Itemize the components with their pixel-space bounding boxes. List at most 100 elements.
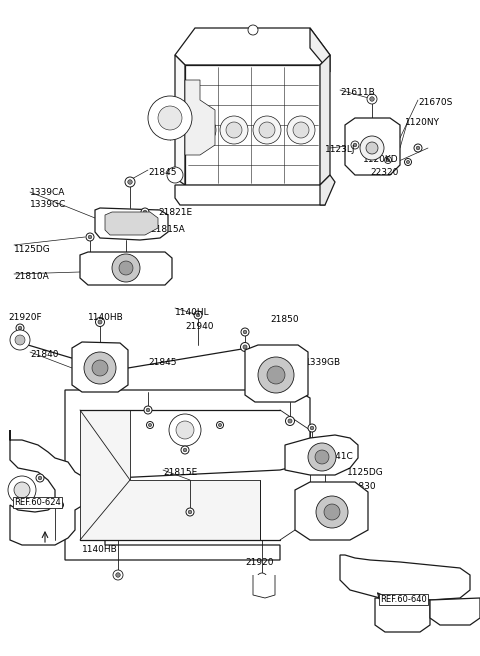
Circle shape [167, 167, 183, 183]
Polygon shape [375, 598, 430, 632]
Text: 1140HB: 1140HB [88, 313, 124, 322]
Circle shape [218, 423, 222, 426]
Circle shape [141, 208, 149, 216]
Text: 21840: 21840 [30, 350, 59, 359]
Circle shape [360, 136, 384, 160]
Circle shape [321, 486, 329, 494]
Polygon shape [295, 482, 368, 540]
Text: 21845: 21845 [148, 168, 177, 177]
Text: 21670S: 21670S [418, 98, 452, 107]
Polygon shape [175, 55, 185, 185]
Circle shape [243, 345, 247, 349]
Circle shape [183, 448, 187, 452]
Text: 21845: 21845 [148, 358, 177, 367]
Text: 1339GC: 1339GC [30, 200, 66, 209]
Polygon shape [253, 575, 275, 598]
Circle shape [196, 313, 200, 317]
Text: 21810A: 21810A [14, 272, 49, 281]
Text: 21815A: 21815A [150, 225, 185, 234]
Circle shape [146, 422, 154, 428]
Circle shape [384, 157, 392, 163]
Circle shape [128, 180, 132, 184]
Circle shape [310, 426, 314, 430]
Circle shape [287, 116, 315, 144]
Circle shape [188, 510, 192, 514]
Circle shape [240, 342, 250, 352]
Circle shape [18, 326, 22, 330]
Text: 1339CA: 1339CA [30, 188, 65, 197]
Polygon shape [10, 430, 115, 545]
Circle shape [366, 142, 378, 154]
Polygon shape [175, 28, 330, 65]
Circle shape [181, 446, 189, 454]
Text: 21850: 21850 [270, 315, 299, 324]
Circle shape [14, 482, 30, 498]
Circle shape [414, 144, 422, 152]
Circle shape [370, 96, 374, 101]
Circle shape [216, 422, 224, 428]
Circle shape [59, 503, 61, 506]
Text: 1140HL: 1140HL [175, 308, 210, 317]
Circle shape [194, 122, 210, 138]
Circle shape [241, 328, 249, 336]
Circle shape [386, 159, 390, 161]
Polygon shape [175, 185, 325, 205]
Circle shape [308, 443, 336, 471]
Polygon shape [72, 342, 128, 392]
Circle shape [257, 573, 267, 583]
Text: 1125DG: 1125DG [14, 245, 51, 254]
Circle shape [186, 508, 194, 516]
Circle shape [253, 116, 281, 144]
Text: 21830: 21830 [347, 482, 376, 491]
Circle shape [226, 122, 242, 138]
Circle shape [158, 106, 182, 130]
Circle shape [248, 25, 258, 35]
Circle shape [36, 474, 44, 482]
Circle shape [405, 159, 411, 165]
Circle shape [220, 116, 248, 144]
Circle shape [144, 406, 152, 414]
Circle shape [98, 320, 102, 324]
Circle shape [92, 360, 108, 376]
Text: 21815E: 21815E [163, 468, 197, 477]
Circle shape [316, 496, 348, 528]
Circle shape [8, 476, 36, 504]
Circle shape [86, 233, 94, 241]
Circle shape [16, 324, 24, 332]
Circle shape [125, 177, 135, 187]
Circle shape [57, 501, 63, 508]
Circle shape [308, 424, 316, 432]
Polygon shape [245, 345, 308, 402]
Circle shape [243, 330, 247, 334]
Circle shape [148, 423, 152, 426]
Text: 21920: 21920 [245, 558, 274, 567]
Text: 1140HB: 1140HB [82, 545, 118, 554]
Text: 22320: 22320 [370, 168, 398, 177]
Polygon shape [80, 410, 260, 540]
Polygon shape [310, 28, 330, 72]
Circle shape [353, 143, 357, 147]
Text: 21821E: 21821E [158, 208, 192, 217]
Text: REF.60-640: REF.60-640 [380, 595, 427, 604]
Circle shape [146, 408, 150, 412]
Circle shape [15, 335, 25, 345]
Circle shape [416, 146, 420, 150]
Polygon shape [185, 65, 320, 185]
Text: 1339GB: 1339GB [305, 358, 341, 367]
Circle shape [260, 576, 264, 581]
Text: 21611B: 21611B [340, 88, 375, 97]
Circle shape [84, 352, 116, 384]
Circle shape [258, 357, 294, 393]
Circle shape [119, 261, 133, 275]
Text: 21940: 21940 [185, 322, 214, 331]
Polygon shape [340, 555, 470, 600]
Text: REF.60-624: REF.60-624 [14, 498, 61, 507]
Text: 21920F: 21920F [8, 313, 42, 322]
Circle shape [323, 488, 327, 492]
Circle shape [148, 96, 192, 140]
Circle shape [267, 366, 285, 384]
Circle shape [143, 210, 147, 214]
Polygon shape [430, 598, 480, 625]
Circle shape [10, 330, 30, 350]
Polygon shape [105, 212, 158, 235]
